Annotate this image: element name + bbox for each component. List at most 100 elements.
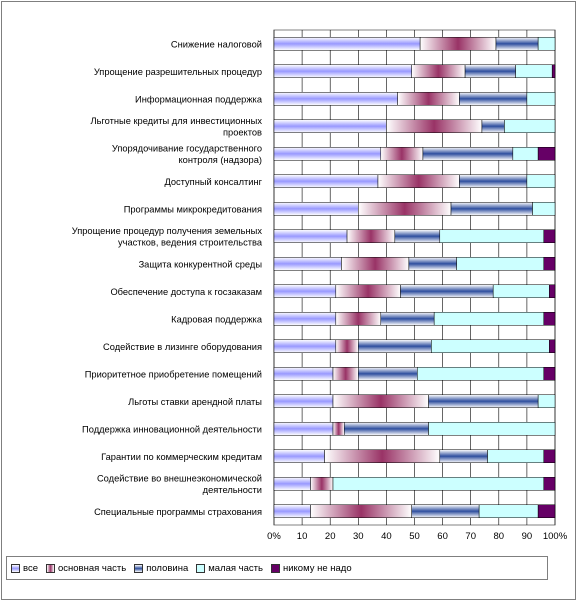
bar-segment	[551, 64, 556, 78]
chart-legend: все основная часть половина малая часть нико…	[6, 556, 548, 580]
bar-segment	[273, 229, 348, 243]
bar-segment	[273, 284, 337, 298]
category-label: Упрощение процедур получения земельных уч…	[72, 226, 263, 248]
bar-segment	[273, 202, 359, 216]
category-label: Доступный консалтинг	[164, 177, 262, 187]
legend-item: малая часть	[196, 563, 263, 574]
bar-segment	[512, 147, 539, 161]
bar-segment	[273, 477, 311, 491]
legend-swatch	[196, 563, 206, 573]
category-label: Снижение налоговой	[171, 39, 262, 49]
bar-segment	[543, 449, 556, 463]
category-label: Содействие в лизинге оборудования	[103, 342, 262, 352]
bar-segment	[273, 174, 379, 188]
bar-segment	[504, 119, 556, 133]
bar-segment	[411, 64, 466, 78]
bar-segment	[422, 147, 514, 161]
bar-segment	[358, 202, 452, 216]
bar-segment	[433, 312, 545, 326]
legend-label: никому не надо	[282, 562, 352, 574]
bar-segment	[456, 257, 545, 271]
bar-segment	[394, 229, 441, 243]
x-tick-label: 70	[465, 531, 476, 542]
bar-segment	[273, 367, 334, 381]
x-tick-label: 50	[409, 531, 420, 542]
bar-segment	[417, 367, 545, 381]
bar-segment	[332, 394, 429, 408]
bar-segment	[459, 92, 528, 106]
bar-segment	[526, 92, 556, 106]
bar-segment	[335, 312, 382, 326]
bar-segment	[273, 422, 334, 436]
bar-segment	[459, 174, 528, 188]
bar-segment	[332, 367, 359, 381]
bar-segment	[549, 339, 556, 353]
bar-segment	[273, 339, 337, 353]
bar-segment	[439, 449, 488, 463]
bar-segment	[543, 312, 556, 326]
category-label: Приоритетное приобретение помещений	[85, 369, 262, 379]
bar-segment	[344, 422, 429, 436]
bar-segment	[439, 229, 545, 243]
x-tick-label: 80	[494, 531, 505, 542]
bar-segment	[341, 257, 410, 271]
bar-segment	[273, 449, 325, 463]
category-label: Программы микрокредитования	[124, 204, 262, 214]
category-label: Информационная поддержка	[135, 94, 263, 104]
category-label: Гарантии по коммерческим кредитам	[101, 452, 262, 462]
x-tick-label: 40	[381, 531, 392, 542]
category-label: Кадровая поддержка	[171, 314, 263, 324]
bar-segment	[481, 119, 505, 133]
bar-segment	[537, 147, 556, 161]
legend-item: все	[11, 563, 38, 574]
bar-segment	[273, 37, 421, 51]
bar-segment	[346, 229, 396, 243]
bar-segment	[464, 64, 516, 78]
legend-swatch	[45, 563, 55, 573]
bar-segment	[273, 312, 337, 326]
category-label: Специальные программы страхования	[94, 507, 262, 517]
category-label: Упрощение разрешительных процедур	[94, 67, 262, 77]
legend-label: половина	[146, 562, 189, 574]
bar-segment	[386, 119, 483, 133]
bar-segment	[537, 37, 556, 51]
bar-segment	[310, 477, 334, 491]
legend-item: основная часть	[45, 563, 126, 574]
bar-segment	[450, 202, 533, 216]
x-tick-label: 10	[297, 531, 308, 542]
bar-segment	[492, 284, 550, 298]
category-label: Льготные кредиты для инвестиционных проек…	[91, 116, 263, 138]
bar-segment	[495, 37, 539, 51]
bar-segment	[419, 37, 497, 51]
bar-segment	[537, 504, 556, 518]
category-label: Поддержка инновационной деятельности	[82, 424, 262, 434]
bar-segment	[273, 64, 412, 78]
bar-segment	[431, 339, 550, 353]
x-tick-label: 20	[325, 531, 336, 542]
x-tick-label: 60	[437, 531, 448, 542]
bar-segment	[273, 147, 382, 161]
bar-segment	[549, 284, 556, 298]
bar-segment	[273, 92, 398, 106]
bar-segment	[273, 119, 387, 133]
x-tick-label: 90	[522, 531, 533, 542]
bar-segment	[358, 367, 418, 381]
bar-segment	[428, 394, 539, 408]
bar-segment	[411, 504, 480, 518]
bar-segment	[478, 504, 539, 518]
category-label: Содействие во внешнеэкономической деятель…	[97, 474, 262, 496]
bar-segment	[400, 284, 494, 298]
category-label: Защита конкурентной среды	[139, 259, 263, 269]
bar-segment	[332, 422, 345, 436]
x-tick-label: 0%	[267, 531, 281, 542]
legend-swatch	[11, 563, 20, 573]
bar-segment	[273, 257, 342, 271]
bar-segment	[428, 422, 556, 436]
x-tick-label: 100%	[543, 531, 568, 542]
bar-segment	[537, 394, 556, 408]
legend-label: малая часть	[208, 562, 263, 574]
bar-segment	[487, 449, 545, 463]
bar-segment	[332, 477, 545, 491]
legend-swatch	[270, 563, 280, 573]
